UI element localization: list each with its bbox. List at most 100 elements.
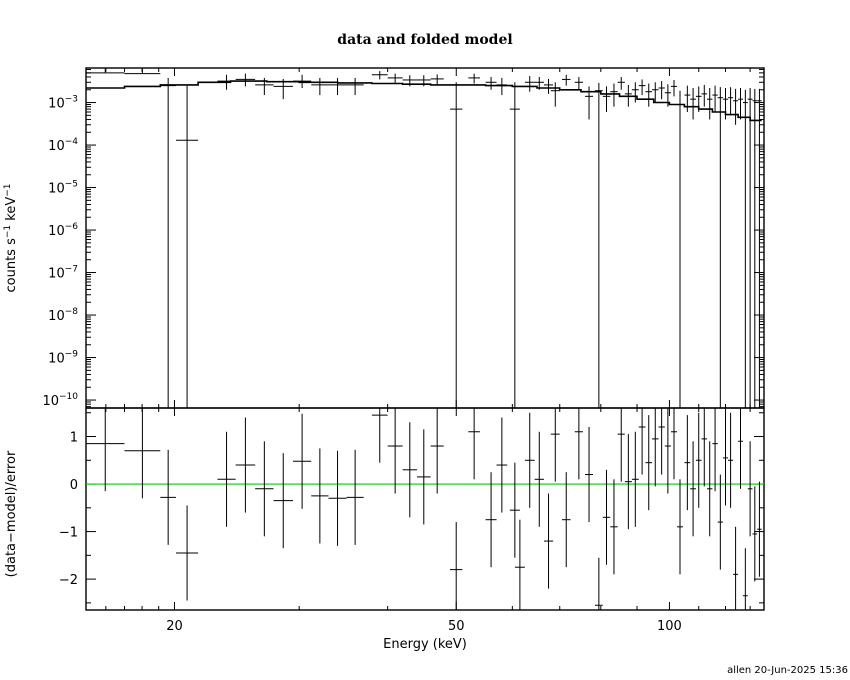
residual-point (485, 472, 497, 568)
data-point (450, 82, 463, 408)
data-point (624, 84, 632, 107)
residual-point (346, 449, 364, 545)
data-point (561, 74, 571, 86)
y-tick-label: 10−6 (48, 222, 78, 239)
bottom-y-ticks (86, 412, 764, 604)
residual-point (255, 441, 274, 537)
residual-point (738, 408, 743, 489)
data-series (86, 68, 762, 408)
data-point (664, 84, 671, 107)
y-tick-base: 10 (48, 267, 65, 282)
data-point (430, 74, 444, 85)
residual-point (602, 469, 611, 565)
data-point (543, 78, 554, 94)
bottom-y-axis-label: (data−model)/error (4, 450, 19, 577)
residual-point (707, 441, 713, 537)
residual-point (733, 526, 739, 610)
residual-point (757, 481, 762, 577)
data-point (371, 71, 388, 80)
bottom-panel: 1 0 −1 −2 (data−model)/error (4, 407, 765, 611)
residual-point (752, 486, 758, 582)
y-tick-base: 10 (48, 352, 65, 367)
residual-point (677, 479, 683, 575)
residual-point (430, 408, 444, 494)
data-point (160, 77, 177, 408)
residual-point (468, 408, 480, 480)
residual-point (638, 408, 646, 475)
data-point (235, 73, 256, 87)
bottom-panel-frame (85, 407, 765, 611)
y-tick-base: 10 (48, 182, 65, 197)
data-point (416, 75, 431, 87)
x-tick-label: 100 (657, 619, 682, 634)
ylabel-part-2: −1 (3, 225, 13, 238)
residual-point (176, 505, 199, 601)
residual-point (328, 450, 347, 546)
residual-point (561, 472, 571, 568)
residual-point (496, 417, 508, 513)
residual-point (550, 408, 560, 482)
y-tick-exponent: −7 (65, 265, 78, 275)
residual-point (86, 408, 125, 492)
top-y-tick-labels: 10−310−410−510−610−710−810−910−10 (42, 95, 78, 410)
data-point (722, 87, 729, 120)
y-tick-label: 10−3 (48, 95, 78, 112)
y-tick-label: 10−7 (48, 265, 78, 282)
y-tick-label: 10−10 (42, 392, 78, 409)
data-point (585, 86, 594, 120)
residual-point (742, 548, 748, 610)
residual-point (658, 408, 665, 475)
data-point (292, 74, 312, 88)
residual-point (585, 427, 594, 523)
data-point (677, 90, 683, 408)
data-point (695, 86, 702, 112)
bottom-y-tick-labels: 1 0 −1 −2 (59, 431, 78, 589)
top-y-axis-label: counts s−1 keV−1 (3, 183, 19, 292)
data-point (176, 85, 199, 408)
residual-point (670, 408, 678, 480)
data-point (574, 76, 584, 90)
y-tick-label: 10−9 (48, 350, 78, 367)
data-point (496, 77, 508, 96)
ylabel-part-3: keV (4, 197, 19, 225)
residual-point (717, 474, 723, 570)
data-point (217, 74, 236, 90)
x-ticks (105, 68, 751, 610)
residual-point (594, 557, 603, 610)
y-tick-base: 10 (48, 139, 65, 154)
y-tick-base: 10 (48, 97, 65, 112)
data-point (757, 88, 762, 408)
residual-point (217, 431, 236, 527)
res-tick-label: −2 (59, 573, 78, 588)
residual-point (652, 408, 659, 487)
residual-point (747, 441, 753, 537)
residual-point (617, 408, 625, 482)
data-point (747, 87, 753, 408)
residual-point (610, 479, 618, 575)
residual-point (509, 462, 520, 558)
residual-point (722, 410, 729, 506)
x-tick-labels: 20 50 100 (166, 619, 682, 634)
residual-series (86, 408, 762, 610)
x-tick-label: 20 (166, 619, 183, 634)
data-point (402, 75, 417, 87)
top-y-ticks (86, 68, 764, 408)
residual-point (292, 413, 312, 509)
residual-point (416, 429, 431, 525)
x-tick-label: 50 (448, 619, 465, 634)
y-tick-exponent: −6 (65, 222, 79, 232)
res-tick-label: 1 (70, 431, 78, 446)
residual-point (450, 522, 463, 610)
data-point (658, 81, 665, 100)
residual-point (387, 408, 403, 494)
residual-point (695, 412, 702, 508)
residual-point (624, 434, 632, 530)
residual-point (684, 415, 691, 511)
residual-point (371, 408, 388, 463)
data-point (534, 76, 544, 90)
data-point (738, 87, 743, 120)
res-tick-label: 0 (70, 478, 78, 493)
top-panel: 10−310−410−510−610−710−810−910−10 counts… (3, 67, 765, 410)
residual-point (273, 453, 293, 549)
